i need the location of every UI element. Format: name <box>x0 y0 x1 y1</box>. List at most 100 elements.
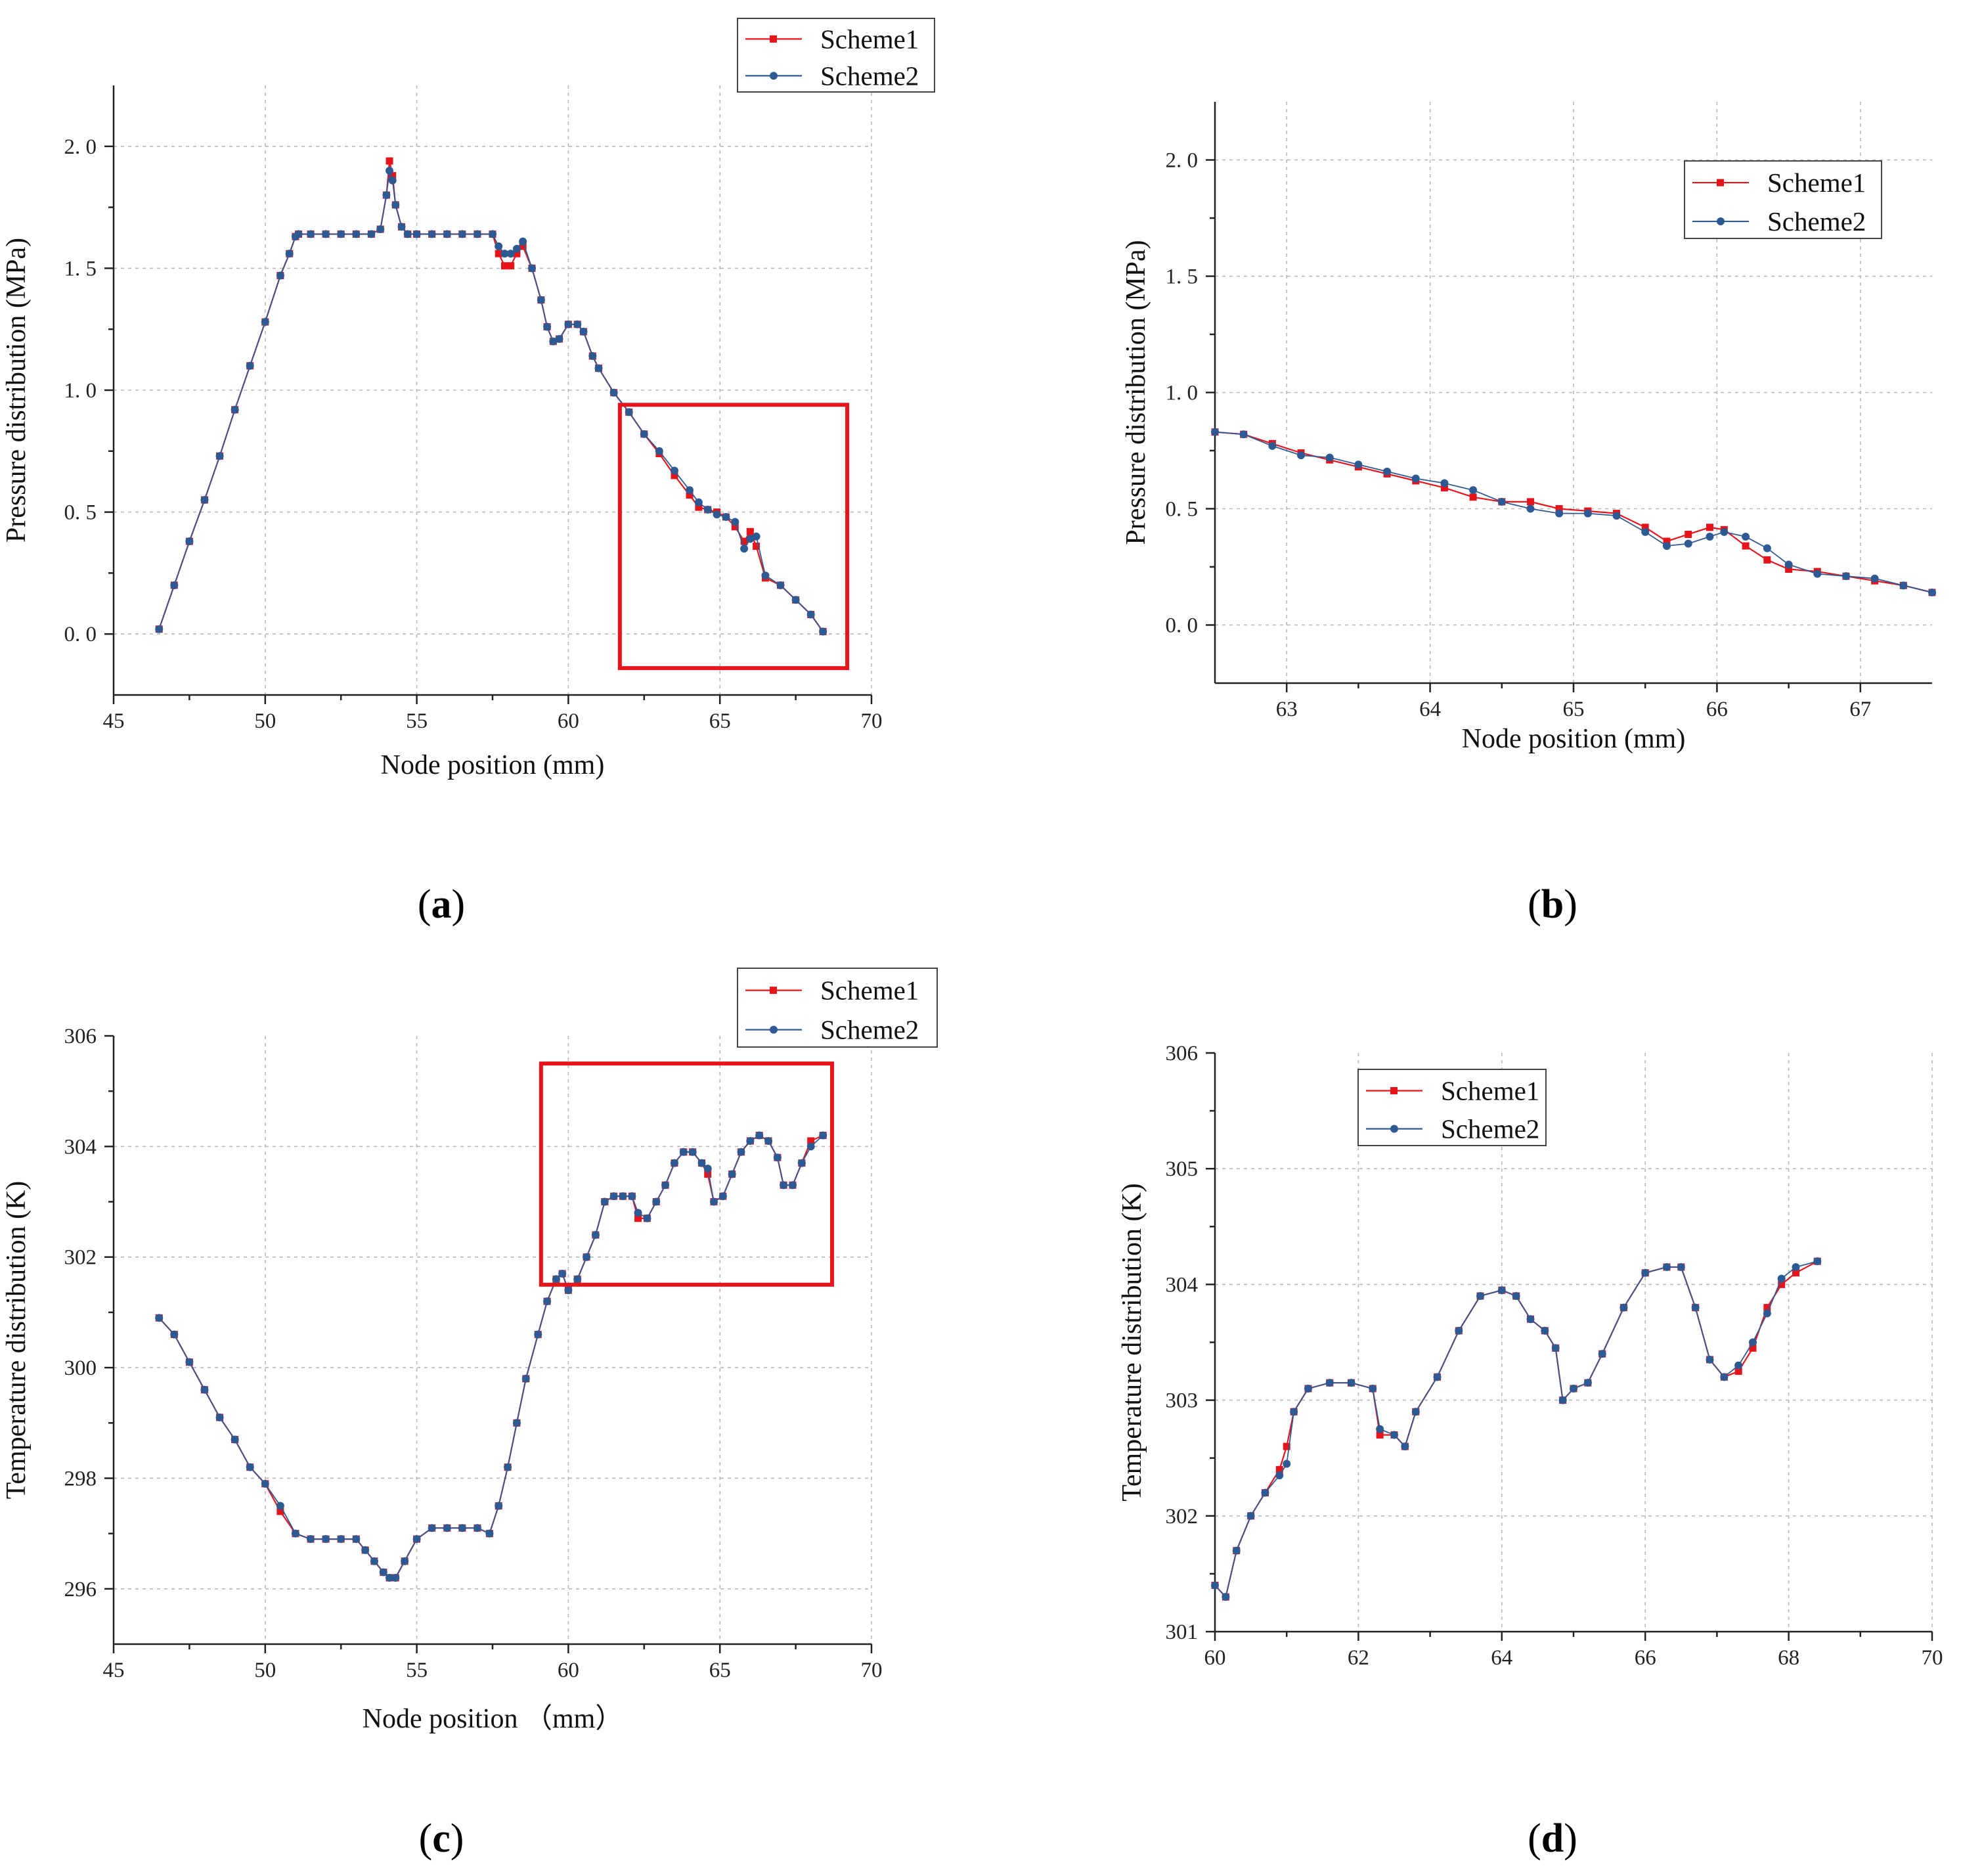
chart-d-series-Scheme2-point-37 <box>1763 1309 1771 1318</box>
chart-a-series-Scheme2-point-4 <box>215 452 224 460</box>
chart-c-series-Scheme2-point-43 <box>643 1214 651 1222</box>
chart-a-series-Scheme2-point-47 <box>640 430 648 438</box>
chart-a-series-Scheme2-point-11 <box>294 230 303 238</box>
chart-b-y-tick-label-3: 1. 5 <box>1166 265 1199 289</box>
chart-d-series-Scheme2-point-22 <box>1541 1326 1549 1335</box>
chart-d-series-Scheme2-point-39 <box>1792 1262 1800 1271</box>
chart-b-series-Scheme2-point-25 <box>1870 574 1879 583</box>
chart-d-series-Scheme1-point-37 <box>1763 1304 1771 1312</box>
chart-a-legend-box <box>737 18 935 93</box>
chart-b-y-axis-title: Pressure distribution (MPa) <box>1121 240 1151 545</box>
chart-d-series-Scheme1-point-6 <box>1283 1442 1290 1450</box>
chart-b-series-Scheme2-point-7 <box>1411 474 1420 483</box>
chart-a-series-Scheme2-point-42 <box>579 327 588 336</box>
chart-a-series-Scheme2-point-26 <box>443 230 451 238</box>
chart-c-series-Scheme2-point-29 <box>521 1374 530 1383</box>
chart-b-series-Scheme2-point-4 <box>1325 453 1334 462</box>
chart-a-series-Scheme2-point-43 <box>588 352 597 361</box>
chart-b-series-Scheme2-point-2 <box>1268 441 1277 450</box>
chart-b-x-tick-label-1: 64 <box>1419 698 1441 721</box>
chart-c-series-Scheme1-point-50 <box>704 1170 712 1178</box>
chart-b-series-Scheme2-point-11 <box>1526 504 1535 513</box>
chart-b-series-Scheme2-point-6 <box>1383 467 1392 476</box>
chart-c-series-Scheme2-point-0 <box>155 1314 164 1322</box>
chart-a-series-Scheme2-point-13 <box>322 230 330 238</box>
chart-d-series-Scheme1-point-38 <box>1778 1280 1786 1288</box>
chart-d-series-Scheme2-point-23 <box>1551 1344 1560 1352</box>
panel-label-b-close: ) <box>1564 882 1577 927</box>
chart-d-series-Scheme2-point-1 <box>1222 1593 1230 1601</box>
chart-d-series-Scheme2-point-40 <box>1813 1257 1822 1266</box>
chart-b-x-tick-label-4: 67 <box>1849 698 1871 721</box>
chart-d-series-Scheme2-point-11 <box>1369 1384 1377 1393</box>
panel-c-temperature-chart: 45 50 55 60 65 70 296 298 300 302 304 306 Node posit… <box>1 968 938 1734</box>
chart-d-series-Scheme2-point-9 <box>1325 1379 1334 1387</box>
chart-a-zoom-box <box>617 403 850 671</box>
chart-c-series-Scheme2-point-7 <box>261 1479 269 1488</box>
chart-c-series-Scheme2-point-44 <box>652 1197 661 1206</box>
chart-c-series-Scheme2-point-42 <box>634 1209 642 1217</box>
chart-a-y-tick-label-4: 2. 0 <box>64 135 97 159</box>
chart-a-series-Scheme2-point-56 <box>740 545 749 553</box>
chart-a-series-Scheme2-point-21 <box>391 200 400 209</box>
chart-c-series-Scheme2-point-23 <box>458 1524 466 1532</box>
chart-c-series-Scheme2-point-45 <box>661 1181 670 1190</box>
chart-a-series-Scheme1-point-32 <box>507 262 515 270</box>
chart-b-series-Scheme2-point-23 <box>1813 570 1822 578</box>
chart-d-x-tick-label-0: 60 <box>1204 1646 1226 1670</box>
chart-c-legend-label-0: Scheme1 <box>820 975 919 1006</box>
chart-a-series-Scheme2-point-20 <box>388 176 397 185</box>
chart-a-series-Scheme2-point-36 <box>537 296 545 304</box>
chart-b-series-Scheme1-point-22 <box>1785 566 1793 573</box>
chart-c-series-Scheme2-point-34 <box>564 1286 573 1295</box>
chart-d-series-Scheme2-point-12 <box>1376 1425 1384 1433</box>
chart-c-y-tick-label-4: 304 <box>64 1135 97 1159</box>
chart-a-series-Scheme2-point-38 <box>549 337 558 346</box>
chart-a-series-Scheme2-point-48 <box>655 447 663 455</box>
panel-label-d: (d) <box>1528 1816 1577 1861</box>
chart-c-series-Scheme1-point-8 <box>276 1508 284 1515</box>
chart-c-series-Scheme2-point-33 <box>558 1269 567 1278</box>
chart-c-series-Scheme2-point-9 <box>291 1529 299 1538</box>
chart-c-series-Scheme2-point-57 <box>764 1136 773 1145</box>
chart-d-series-Scheme2-point-7 <box>1290 1408 1298 1416</box>
chart-a-series-Scheme1-point-34 <box>519 242 527 250</box>
chart-b-series-Scheme1-line <box>1214 431 1933 593</box>
chart-b-series-Scheme2-point-3 <box>1297 451 1306 460</box>
chart-b-series-Scheme1-point-12 <box>1555 505 1563 512</box>
chart-c-series-Scheme2-point-18 <box>391 1573 400 1582</box>
chart-c-series-Scheme1-point-62 <box>807 1137 815 1145</box>
chart-a-series-Scheme1-point-55 <box>731 523 739 531</box>
chart-c-y-tick-label-3: 302 <box>64 1246 97 1270</box>
chart-d-y-tick-label-0: 301 <box>1166 1620 1199 1644</box>
chart-a-series-Scheme2-point-52 <box>703 505 712 514</box>
chart-c-series-Scheme2-point-27 <box>504 1463 512 1471</box>
chart-c-series-Scheme2-point-30 <box>534 1330 542 1339</box>
chart-c-series-Scheme2-point-14 <box>361 1546 370 1554</box>
chart-c-series-Scheme2-point-51 <box>709 1197 718 1206</box>
chart-c-series-Scheme2-point-41 <box>628 1192 636 1201</box>
chart-c-legend-label-1: Scheme2 <box>820 1015 919 1045</box>
chart-d-series-Scheme2-point-2 <box>1232 1546 1241 1555</box>
chart-c-series-Scheme2-point-11 <box>322 1535 330 1544</box>
chart-a-series-Scheme2-point-30 <box>495 242 503 250</box>
panel-label-b: (b) <box>1528 882 1577 927</box>
chart-b-series-Scheme2-point-21 <box>1763 544 1771 552</box>
chart-c-series-Scheme2-point-56 <box>755 1131 764 1140</box>
chart-c-series-Scheme2-point-52 <box>718 1192 727 1201</box>
chart-d-series-Scheme2-point-34 <box>1720 1373 1729 1381</box>
chart-b-series-Scheme2-point-26 <box>1899 581 1908 590</box>
chart-c-series-Scheme2-point-55 <box>746 1136 755 1145</box>
chart-b-series-Scheme2-point-12 <box>1555 509 1564 518</box>
chart-c-series-Scheme2-point-37 <box>591 1231 600 1240</box>
chart-c-series-Scheme2-point-40 <box>619 1192 627 1201</box>
chart-d-series-Scheme1-point-36 <box>1749 1344 1757 1352</box>
chart-a-series-Scheme2-point-24 <box>412 230 421 238</box>
panel-label-c-close: ) <box>451 1816 464 1861</box>
chart-a-series-Scheme2-point-44 <box>594 364 603 372</box>
panel-b-pressure-zoom-chart: 63 64 65 66 67 0. 0 0. 5 1. 0 1. 5 2. 0 Node posit… <box>1121 102 1936 754</box>
chart-a-legend-label-0: Scheme1 <box>820 24 919 54</box>
chart-a-series-Scheme1-point-57 <box>746 527 754 535</box>
